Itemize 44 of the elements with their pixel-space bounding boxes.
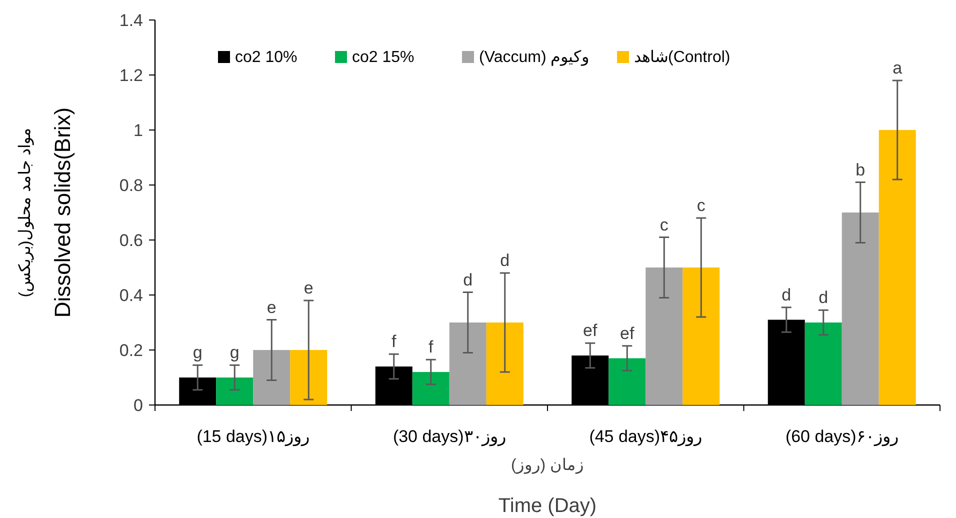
data-label: g (192, 343, 202, 362)
data-label: ef (583, 321, 598, 340)
bar (646, 268, 683, 405)
legend-label: شاهد(Control) (634, 49, 730, 66)
legend-label: co2 10% (235, 49, 298, 66)
y-tick-label: 1.4 (119, 11, 143, 30)
data-label: e (304, 278, 314, 298)
bar (449, 322, 486, 405)
data-label: e (266, 298, 276, 317)
data-label: f (428, 338, 434, 357)
data-label: b (856, 160, 866, 180)
y-tick-label: 0.4 (119, 286, 143, 305)
x-tick-label: (45 days)روز۴۵ (589, 427, 702, 447)
bar (216, 378, 254, 405)
y-tick-label: 1 (134, 121, 143, 140)
bar (682, 268, 720, 405)
data-label: d (500, 251, 510, 270)
bar (253, 350, 290, 405)
x-tick-label: (60 days)روز۶۰ (785, 427, 898, 447)
bar (608, 358, 646, 405)
data-label: c (696, 196, 706, 215)
bar (486, 322, 524, 405)
data-label: d (463, 270, 473, 290)
data-label: g (230, 343, 240, 362)
bar (804, 322, 842, 405)
data-label: d (818, 288, 828, 308)
legend-label: (Vaccum) وکیوم (479, 49, 590, 66)
bar (842, 212, 879, 405)
y-tick-label: 0.8 (119, 176, 143, 195)
data-label: f (392, 332, 397, 352)
y-tick-label: 0 (134, 396, 143, 415)
bar (412, 372, 450, 405)
bar (290, 350, 328, 405)
x-tick-label: (15 days)روز۱۵ (196, 427, 310, 447)
data-label: a (892, 58, 903, 78)
bar (878, 130, 916, 405)
y-tick-label: 0.2 (119, 341, 143, 360)
data-label: ef (620, 324, 634, 343)
y-tick-label: 1.2 (119, 66, 143, 85)
data-label: c (660, 215, 669, 234)
data-label: d (782, 285, 792, 304)
x-tick-label: (30 days)روز۳۰ (392, 427, 506, 447)
y-tick-label: 0.6 (119, 231, 143, 250)
legend-label: co2 15% (352, 49, 414, 66)
